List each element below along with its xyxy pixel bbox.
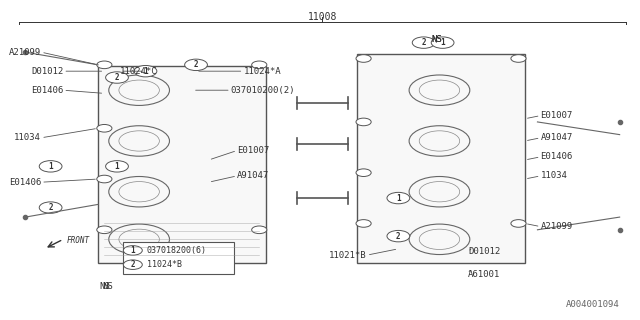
Text: A004001094: A004001094 bbox=[566, 300, 620, 309]
Text: 11034: 11034 bbox=[14, 133, 41, 142]
Text: 11034: 11034 bbox=[541, 172, 568, 180]
Circle shape bbox=[39, 161, 62, 172]
Circle shape bbox=[97, 61, 112, 69]
Text: A61001: A61001 bbox=[468, 270, 500, 279]
Text: NS: NS bbox=[99, 282, 109, 292]
Text: D01012: D01012 bbox=[31, 67, 63, 76]
Text: E01406: E01406 bbox=[31, 86, 63, 95]
Circle shape bbox=[356, 55, 371, 62]
Text: 037010200(2): 037010200(2) bbox=[231, 86, 295, 95]
Text: 2: 2 bbox=[131, 260, 135, 269]
Text: FRONT: FRONT bbox=[67, 236, 90, 245]
Circle shape bbox=[97, 124, 112, 132]
Circle shape bbox=[134, 66, 157, 77]
Text: 1: 1 bbox=[48, 162, 53, 171]
Circle shape bbox=[97, 226, 112, 234]
Text: 2: 2 bbox=[48, 203, 53, 212]
Circle shape bbox=[39, 202, 62, 213]
Text: NS: NS bbox=[431, 35, 442, 44]
Text: 11024*C: 11024*C bbox=[120, 67, 158, 76]
Text: 1: 1 bbox=[396, 194, 401, 203]
Text: E01007: E01007 bbox=[541, 111, 573, 120]
Text: 2: 2 bbox=[194, 60, 198, 69]
Circle shape bbox=[356, 118, 371, 126]
Circle shape bbox=[106, 72, 129, 83]
Circle shape bbox=[252, 226, 267, 234]
Circle shape bbox=[387, 230, 410, 242]
FancyBboxPatch shape bbox=[98, 67, 266, 263]
Text: 11008: 11008 bbox=[308, 12, 337, 22]
Text: 037018200(6): 037018200(6) bbox=[147, 246, 207, 255]
Text: 1: 1 bbox=[115, 162, 119, 171]
Circle shape bbox=[431, 37, 454, 48]
Text: 2: 2 bbox=[115, 73, 119, 82]
Text: D01012: D01012 bbox=[468, 247, 500, 257]
Circle shape bbox=[252, 61, 267, 69]
Text: 2: 2 bbox=[421, 38, 426, 47]
Text: E01406: E01406 bbox=[541, 152, 573, 161]
Bar bbox=[124, 243, 234, 274]
Text: 2: 2 bbox=[396, 232, 401, 241]
Text: A91047: A91047 bbox=[541, 133, 573, 142]
Circle shape bbox=[124, 246, 142, 255]
Text: A21099: A21099 bbox=[541, 222, 573, 231]
Text: NS: NS bbox=[431, 35, 442, 44]
Text: 11024*B: 11024*B bbox=[147, 260, 182, 269]
Text: 1: 1 bbox=[131, 246, 135, 255]
Circle shape bbox=[356, 220, 371, 227]
Text: E01007: E01007 bbox=[237, 146, 269, 155]
Circle shape bbox=[511, 220, 526, 227]
Circle shape bbox=[511, 55, 526, 62]
Circle shape bbox=[185, 59, 207, 70]
Text: A91047: A91047 bbox=[237, 172, 269, 180]
Text: A21099: A21099 bbox=[9, 48, 41, 57]
Text: NS: NS bbox=[102, 282, 113, 292]
Text: 1: 1 bbox=[440, 38, 445, 47]
Circle shape bbox=[412, 37, 435, 48]
Circle shape bbox=[124, 260, 142, 269]
Text: 11024*A: 11024*A bbox=[243, 67, 281, 76]
FancyBboxPatch shape bbox=[357, 54, 525, 263]
Circle shape bbox=[387, 192, 410, 204]
Circle shape bbox=[106, 161, 129, 172]
Text: 11021*B: 11021*B bbox=[329, 251, 367, 260]
Circle shape bbox=[97, 175, 112, 183]
Circle shape bbox=[356, 169, 371, 177]
Text: 1: 1 bbox=[143, 67, 148, 76]
Text: E01406: E01406 bbox=[9, 178, 41, 187]
